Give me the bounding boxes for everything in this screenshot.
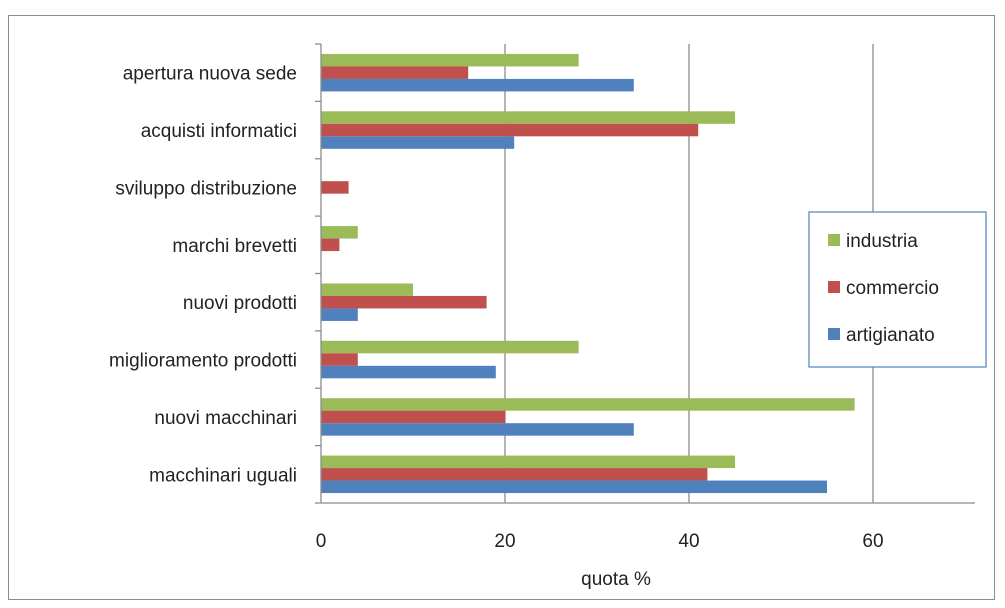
- category-label: sviluppo distribuzione: [115, 178, 297, 199]
- category-label: nuovi macchinari: [154, 408, 297, 429]
- x-tick-label: 60: [862, 531, 883, 552]
- bar-artigianato-7: [321, 480, 827, 494]
- bar-commercio-7: [321, 468, 708, 481]
- bar-artigianato-5: [321, 365, 496, 379]
- bar-industria-1: [321, 111, 735, 124]
- legend-swatch-commercio: [828, 281, 840, 293]
- legend-swatch-artigianato: [828, 328, 840, 340]
- bars: [321, 53, 855, 494]
- category-label: marchi brevetti: [172, 236, 297, 257]
- x-axis-title: quota %: [581, 569, 651, 590]
- category-label: apertura nuova sede: [123, 64, 297, 85]
- category-label: acquisti informatici: [141, 121, 297, 142]
- axes: 0 20 40 60 apertura nuova sede acquisti infor…: [109, 43, 975, 552]
- bar-commercio-4: [321, 295, 487, 309]
- bar-artigianato-1: [321, 136, 515, 149]
- x-tick-label: 40: [678, 531, 699, 552]
- legend-label-commercio: commercio: [846, 278, 939, 299]
- bar-commercio-0: [321, 66, 469, 79]
- bar-commercio-5: [321, 353, 358, 366]
- legend: industria commercio artigianato: [808, 211, 987, 368]
- bar-commercio-1: [321, 123, 699, 137]
- bar-industria-7: [321, 455, 735, 469]
- x-tick-label: 0: [316, 531, 327, 552]
- bar-industria-3: [321, 226, 358, 239]
- category-label: nuovi prodotti: [183, 293, 297, 314]
- category-label: miglioramento prodotti: [109, 351, 297, 372]
- bar-commercio-6: [321, 410, 505, 424]
- bar-industria-5: [321, 340, 579, 354]
- category-label: macchinari uguali: [149, 465, 297, 486]
- bar-artigianato-6: [321, 423, 634, 436]
- legend-label-industria: industria: [846, 231, 918, 252]
- bar-artigianato-4: [321, 308, 358, 321]
- bar-commercio-2: [321, 181, 349, 194]
- bar-artigianato-0: [321, 78, 634, 92]
- bar-industria-0: [321, 53, 579, 67]
- legend-label-artigianato: artigianato: [846, 325, 935, 346]
- x-tick-label: 20: [494, 531, 515, 552]
- bar-commercio-3: [321, 238, 340, 252]
- bar-industria-6: [321, 398, 855, 411]
- bar-industria-4: [321, 283, 413, 296]
- legend-swatch-industria: [828, 234, 840, 246]
